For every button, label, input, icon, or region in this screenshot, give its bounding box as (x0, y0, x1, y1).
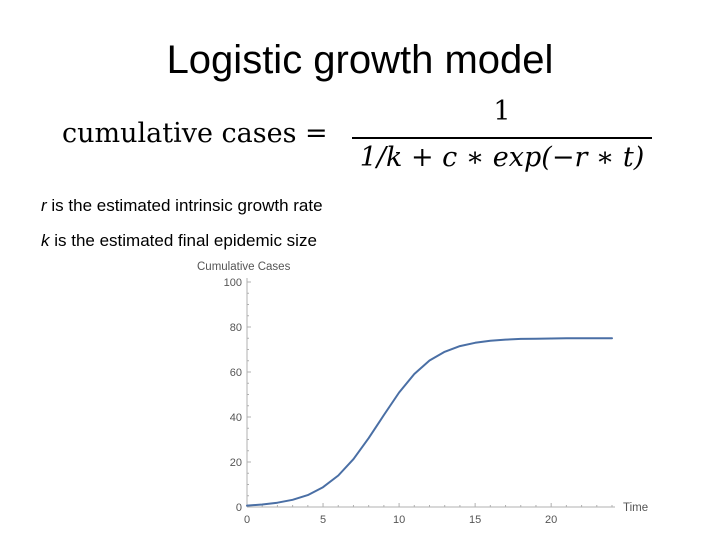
y-tick-label: 60 (230, 367, 242, 379)
x-tick-label: 5 (320, 514, 326, 526)
formula-lhs: cumulative cases = (62, 118, 328, 149)
x-tick-label: 0 (244, 514, 250, 526)
x-tick-label: 10 (393, 514, 405, 526)
x-tick-label: 15 (469, 514, 481, 526)
slide-title: Logistic growth model (166, 38, 554, 82)
description-text: is the estimated intrinsic growth rate (46, 196, 323, 215)
y-axis-label: Cumulative Cases (197, 261, 291, 273)
y-tick-label: 0 (236, 502, 242, 514)
description-r: r is the estimated intrinsic growth rate (41, 195, 323, 217)
formula-denominator: 1/k + c ∗ exp(−r ∗ t) (359, 142, 645, 173)
description-k: k is the estimated final epidemic size (41, 230, 317, 252)
y-tick-label: 20 (230, 457, 242, 469)
formula-numerator: 1 (493, 96, 511, 127)
description-variable: r (41, 196, 47, 215)
x-axis-label: Time (623, 502, 648, 514)
y-tick-label: 80 (230, 322, 242, 334)
y-tick-label: 40 (230, 412, 242, 424)
fraction-bar (352, 137, 652, 139)
description-variable: k (41, 231, 50, 250)
y-tick-label: 100 (224, 277, 242, 289)
x-tick-label: 20 (545, 514, 557, 526)
series-line-0 (246, 337, 613, 507)
description-text: is the estimated final epidemic size (49, 231, 317, 250)
